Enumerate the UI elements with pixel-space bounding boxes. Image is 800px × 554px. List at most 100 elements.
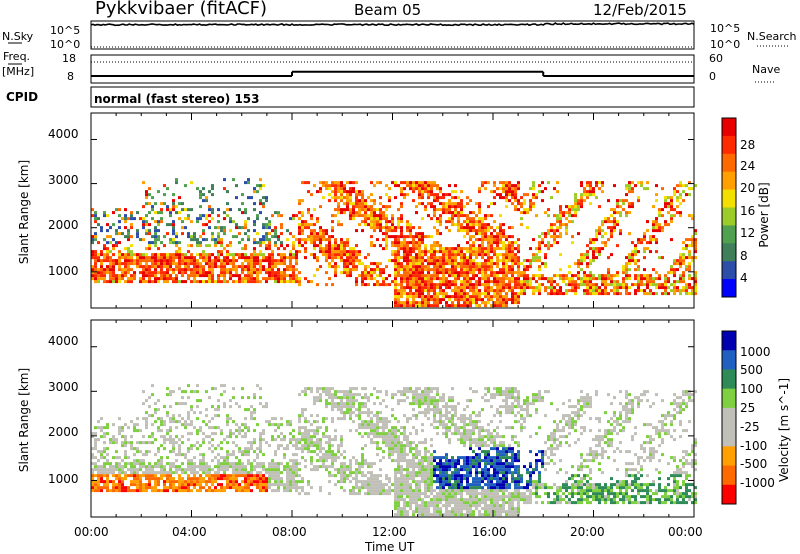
velocity-map-cell xyxy=(385,474,388,478)
velocity-map-cell xyxy=(340,405,343,409)
power-map-cell xyxy=(154,241,157,245)
power-map-cell xyxy=(340,190,343,194)
power-map-cell xyxy=(463,283,466,287)
power-map-cell xyxy=(328,265,331,269)
velocity-map-cell xyxy=(241,423,244,427)
velocity-map-cell xyxy=(199,411,202,415)
velocity-map-cell xyxy=(388,429,391,433)
power-map-cell xyxy=(436,286,439,290)
velocity-map-cell xyxy=(160,477,163,481)
power-map-cell xyxy=(97,277,100,281)
power-map-cell xyxy=(583,256,586,260)
power-map-cell xyxy=(664,220,667,224)
power-map-cell xyxy=(448,298,451,302)
velocity-map-cell xyxy=(166,471,169,475)
power-map-cell xyxy=(526,283,529,287)
power-map-cell xyxy=(391,229,394,233)
power-map-cell xyxy=(190,280,193,284)
power-map-cell xyxy=(340,223,343,227)
velocity-map-cell xyxy=(211,426,214,430)
velocity-map-cell xyxy=(226,423,229,427)
power-map-cell xyxy=(358,250,361,254)
power-map-cell xyxy=(484,262,487,266)
power-map-cell xyxy=(577,232,580,236)
velocity-map-cell xyxy=(112,435,115,439)
power-map-cell xyxy=(397,271,400,275)
power-map-cell xyxy=(466,280,469,284)
velocity-map-cell xyxy=(94,444,97,448)
power-map-cell xyxy=(427,256,430,260)
power-map-cell xyxy=(466,283,469,287)
velocity-map-cell xyxy=(385,489,388,493)
power-map-cell xyxy=(430,280,433,284)
velocity-map-cell xyxy=(184,423,187,427)
power-map-cell xyxy=(379,271,382,275)
power-map-cell xyxy=(121,268,124,272)
power-map-cell xyxy=(259,262,262,266)
velocity-map-cell xyxy=(223,486,226,490)
power-map-cell xyxy=(409,274,412,278)
velocity-map-cell xyxy=(394,501,397,505)
velocity-map-cell xyxy=(289,459,292,463)
power-map-cell xyxy=(646,181,649,185)
power-map-cell xyxy=(391,250,394,254)
power-map-cell xyxy=(637,274,640,278)
velocity-map-cell xyxy=(190,483,193,487)
velocity-map-cell xyxy=(208,441,211,445)
power-map-cell xyxy=(349,190,352,194)
velocity-map-cell xyxy=(136,417,139,421)
power-map-cell xyxy=(175,277,178,281)
power-map-cell xyxy=(595,181,598,185)
velocity-map-cell xyxy=(373,483,376,487)
power-map-cell xyxy=(637,199,640,203)
velocity-map-cell xyxy=(262,462,265,466)
power-map-cell xyxy=(526,259,529,263)
power-map-cell xyxy=(376,181,379,185)
velocity-map-cell xyxy=(145,441,148,445)
power-map-cell xyxy=(466,217,469,221)
power-map-cell xyxy=(424,295,427,299)
velocity-map-cell xyxy=(391,447,394,451)
power-map-cell xyxy=(211,235,214,239)
power-map-cell xyxy=(409,226,412,230)
velocity-map-cell xyxy=(364,480,367,484)
velocity-map-cell xyxy=(271,477,274,481)
power-map-cell xyxy=(250,277,253,281)
power-map-cell xyxy=(556,220,559,224)
power-map-cell xyxy=(502,247,505,251)
velocity-map-cell xyxy=(370,432,373,436)
power-map-cell xyxy=(463,298,466,302)
power-map-cell xyxy=(436,244,439,248)
velocity-map-cell xyxy=(367,408,370,412)
velocity-map-cell xyxy=(139,474,142,478)
power-map-cell xyxy=(442,295,445,299)
power-map-cell xyxy=(559,235,562,239)
power-map-cell xyxy=(625,256,628,260)
power-map-cell xyxy=(265,259,268,263)
power-map-cell xyxy=(130,214,133,218)
power-map-cell xyxy=(244,208,247,212)
power-map-cell xyxy=(583,199,586,203)
velocity-map-cell xyxy=(190,444,193,448)
velocity-map-cell xyxy=(343,456,346,460)
power-map-cell xyxy=(184,265,187,269)
power-map-cell xyxy=(325,259,328,263)
power-map-cell xyxy=(460,304,463,308)
power-map-cell xyxy=(481,271,484,275)
power-map-cell xyxy=(544,211,547,215)
velocity-map-cell xyxy=(145,417,148,421)
velocity-map-cell xyxy=(124,438,127,442)
power-map-cell xyxy=(292,241,295,245)
power-map-cell xyxy=(469,199,472,203)
power-map-cell xyxy=(334,268,337,272)
velocity-map-cell xyxy=(304,435,307,439)
power-map-cell xyxy=(400,265,403,269)
power-map-cell xyxy=(259,202,262,206)
power-map-cell xyxy=(502,196,505,200)
power-map-cell xyxy=(445,262,448,266)
power-map-cell xyxy=(448,253,451,257)
power-map-cell xyxy=(442,253,445,257)
power-map-cell xyxy=(421,295,424,299)
power-map-cell xyxy=(475,262,478,266)
velocity-map-cell xyxy=(343,411,346,415)
